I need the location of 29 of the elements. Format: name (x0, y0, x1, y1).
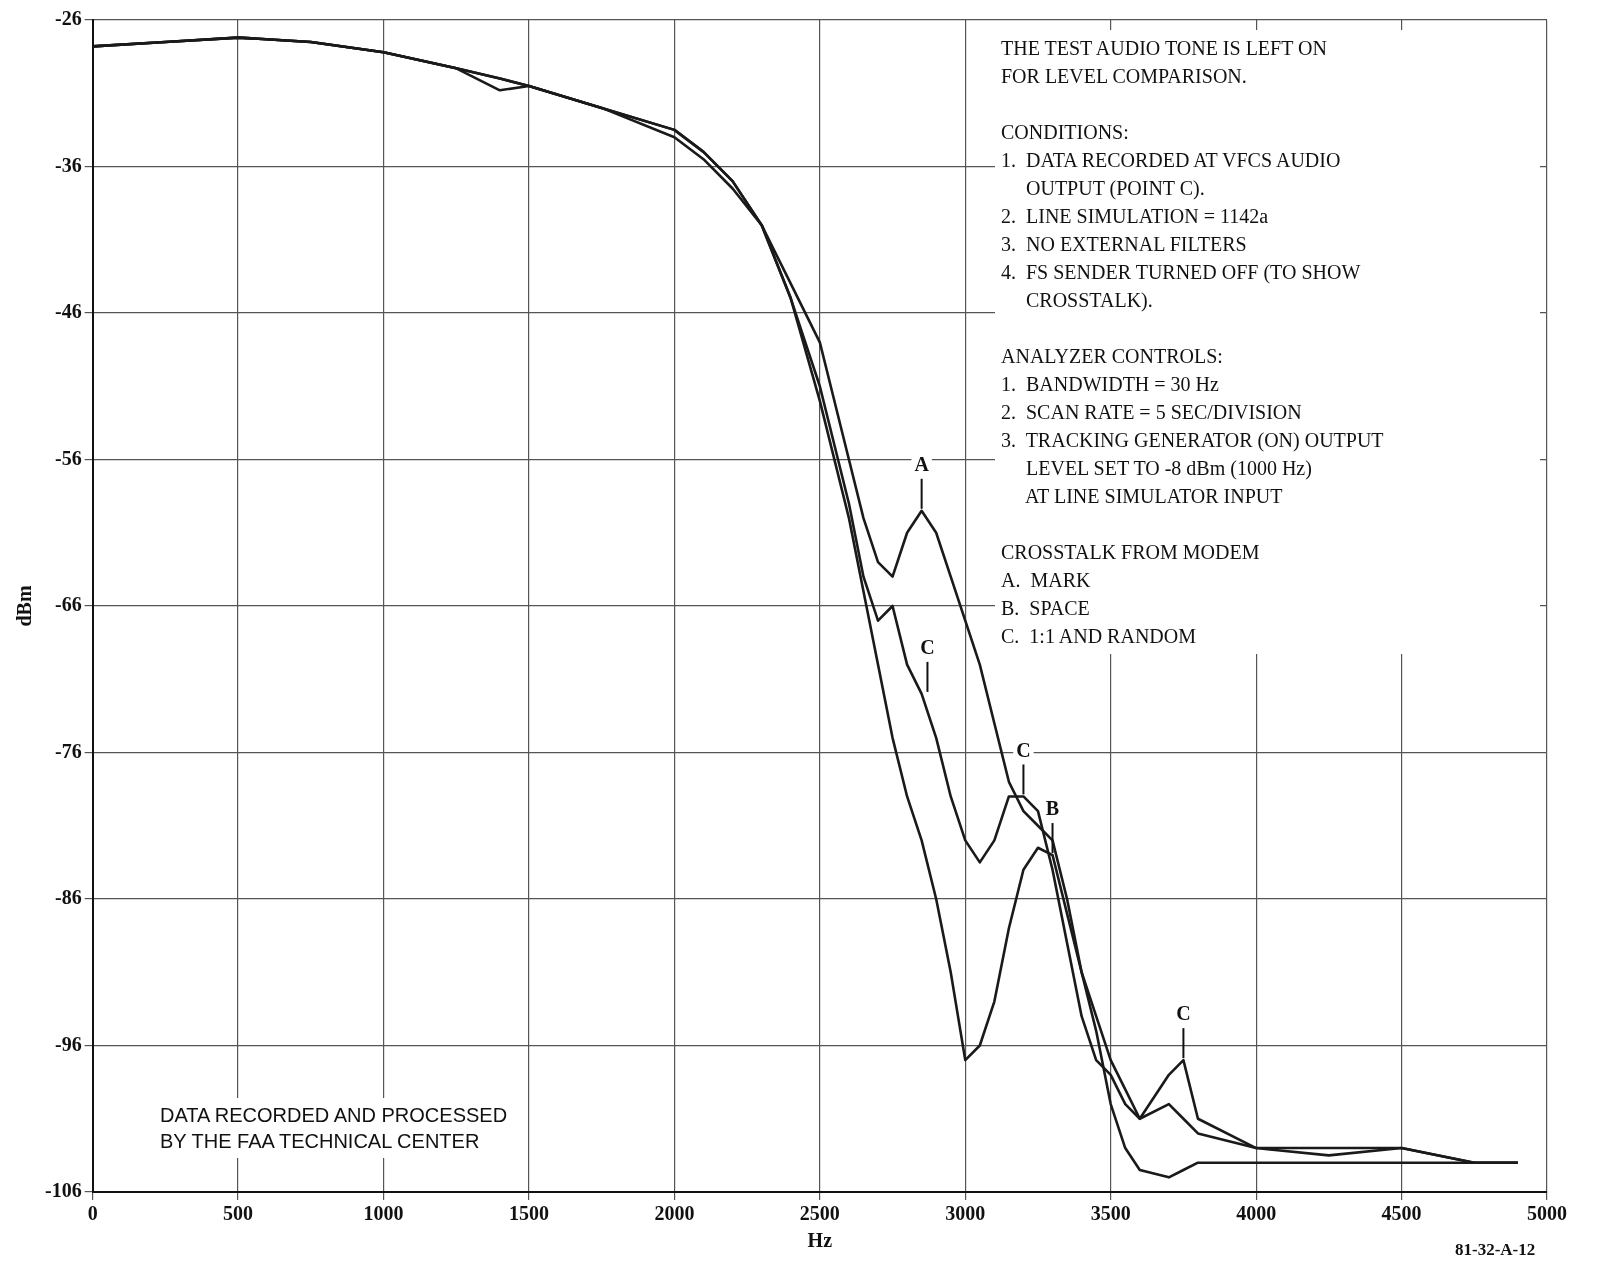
y-tick-label: -36 (54, 153, 82, 176)
annotation: A (914, 452, 930, 475)
x-tick-label: 4500 (1381, 1202, 1422, 1225)
x-tick-label: 3500 (1090, 1202, 1131, 1225)
x-tick-label: 3000 (945, 1202, 986, 1225)
x-tick-label: 0 (87, 1202, 98, 1225)
y-tick-label: -46 (54, 300, 82, 323)
text: 81-32-A-12 (1455, 1240, 1536, 1260)
y-tick-label: -86 (54, 886, 82, 909)
x-tick-label: 4000 (1236, 1202, 1277, 1225)
y-tick-label: -56 (54, 446, 82, 469)
y-tick-label: -106 (44, 1179, 82, 1202)
y-tick-label: -26 (54, 7, 82, 30)
x-tick-label: 2500 (799, 1202, 840, 1225)
x-tick-label: 1500 (508, 1202, 549, 1225)
annotation: C (920, 636, 935, 659)
y-tick-label: -66 (54, 593, 82, 616)
x-tick-label: 5000 (1527, 1202, 1567, 1225)
annotation: C (1016, 738, 1031, 761)
x-tick-label: 500 (223, 1202, 254, 1225)
note-panel: THE TEST AUDIO TONE IS LEFT ON FOR LEVEL COMPARISON. CONDITIONS: 1. DATA RECORDED AT VFCS AUDIO OUTPUT (POINT C). 2. LINE SIMULATION = 1142a 3. NO EXTERNAL FILTERS 4. FS SENDER TURNED OFF (TO SHOW CROSSTALK). ANALYZER CONTROLS: 1. BANDWIDTH = 30 Hz 2. SCAN RATE = 5 SEC/DIVISION 3. TRACKING GENERATOR (ON) OUTPUT LEVEL SET TO -8 dBm (1000 Hz) AT LINE SIMULATOR INPUT CROSSTALK FROM MODEM A. MARK B. SPACE C. 1:1 AND RANDOM (995, 30, 1540, 654)
y-axis-title: dBm (13, 585, 36, 627)
y-tick-label: -96 (54, 1032, 82, 1055)
x-tick-label: 1000 (363, 1202, 404, 1225)
x-tick-label: 2000 (654, 1202, 695, 1225)
annotation: C (1176, 1002, 1191, 1025)
x-axis-title: Hz (807, 1229, 833, 1252)
y-tick-label: -76 (54, 739, 82, 762)
annotation: B (1045, 797, 1060, 820)
